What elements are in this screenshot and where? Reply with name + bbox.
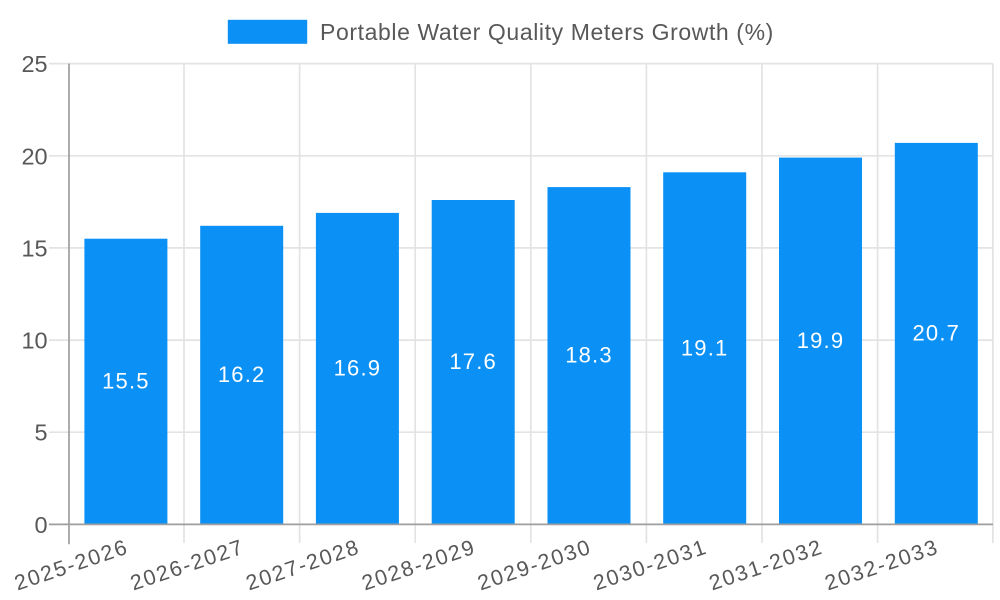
svg-text:20.7: 20.7 bbox=[912, 321, 960, 346]
svg-text:18.3: 18.3 bbox=[565, 343, 613, 368]
svg-text:Portable Water Quality Meters: Portable Water Quality Meters Growth (%) bbox=[320, 19, 774, 45]
svg-text:19.1: 19.1 bbox=[681, 335, 729, 360]
svg-text:10: 10 bbox=[21, 328, 47, 354]
svg-text:2032-2033: 2032-2033 bbox=[822, 535, 942, 596]
svg-text:19.9: 19.9 bbox=[797, 328, 845, 353]
svg-text:2026-2027: 2026-2027 bbox=[127, 535, 247, 596]
svg-text:17.6: 17.6 bbox=[449, 349, 497, 374]
svg-text:2027-2028: 2027-2028 bbox=[243, 535, 363, 596]
svg-text:0: 0 bbox=[35, 512, 48, 538]
svg-text:15.5: 15.5 bbox=[102, 369, 150, 394]
svg-text:15: 15 bbox=[21, 235, 47, 261]
svg-text:20: 20 bbox=[21, 143, 47, 169]
svg-text:2029-2030: 2029-2030 bbox=[475, 535, 595, 596]
svg-text:25: 25 bbox=[21, 51, 47, 77]
svg-text:2030-2031: 2030-2031 bbox=[590, 535, 710, 596]
svg-text:16.2: 16.2 bbox=[218, 362, 266, 387]
svg-text:2028-2029: 2028-2029 bbox=[359, 535, 479, 596]
svg-text:16.9: 16.9 bbox=[334, 356, 382, 381]
svg-text:2025-2026: 2025-2026 bbox=[11, 535, 131, 596]
svg-text:2031-2032: 2031-2032 bbox=[706, 535, 826, 596]
svg-text:5: 5 bbox=[35, 420, 48, 446]
